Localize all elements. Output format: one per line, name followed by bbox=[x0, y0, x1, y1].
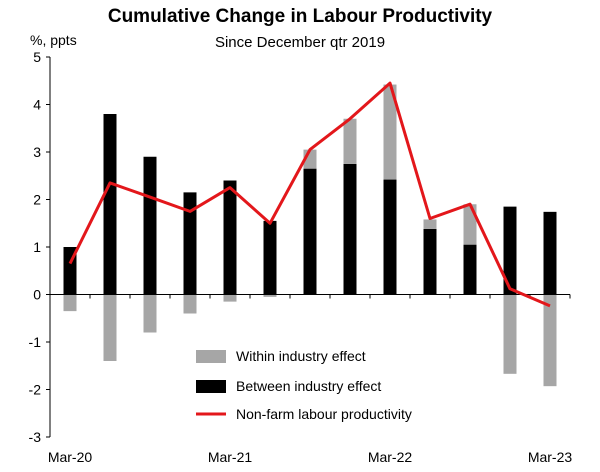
y-tick-label: 3 bbox=[33, 144, 41, 160]
within-industry-bar bbox=[103, 294, 117, 361]
legend-within-industry-swatch bbox=[196, 350, 226, 363]
chart-subtitle: Since December qtr 2019 bbox=[214, 34, 386, 51]
x-tick-label: Mar-20 bbox=[48, 449, 93, 465]
between-industry-bar bbox=[503, 206, 517, 295]
legend-non-farm-productivity-label: Non-farm labour productivity bbox=[236, 406, 412, 422]
between-industry-bar bbox=[223, 180, 237, 295]
y-axis-unit-label: %, ppts bbox=[30, 32, 77, 48]
y-tick-label: 2 bbox=[33, 192, 41, 208]
within-industry-bar bbox=[503, 294, 517, 374]
within-industry-bar bbox=[423, 219, 437, 229]
x-tick-label: Mar-23 bbox=[528, 449, 573, 465]
y-tick-label: 4 bbox=[33, 97, 41, 113]
between-industry-bar bbox=[103, 114, 117, 295]
within-industry-bar bbox=[383, 84, 397, 180]
between-industry-bar bbox=[183, 192, 197, 295]
between-industry-bar bbox=[343, 163, 357, 295]
between-industry-bar bbox=[303, 168, 317, 295]
y-tick-label: 0 bbox=[33, 287, 41, 303]
within-industry-bar bbox=[543, 294, 557, 387]
legend-between-industry-label: Between industry effect bbox=[236, 378, 381, 394]
y-tick-label: -3 bbox=[29, 429, 42, 445]
y-tick-label: -1 bbox=[29, 334, 42, 350]
within-industry-bar bbox=[63, 294, 77, 312]
between-industry-bar bbox=[263, 220, 277, 295]
between-industry-bar bbox=[463, 244, 477, 295]
within-industry-bar bbox=[463, 204, 477, 245]
within-industry-bar bbox=[263, 294, 277, 297]
y-tick-label: -2 bbox=[29, 382, 42, 398]
within-industry-bar bbox=[143, 294, 157, 333]
y-tick-label: 1 bbox=[33, 239, 41, 255]
between-industry-bar bbox=[543, 211, 557, 295]
y-tick-label: 5 bbox=[33, 49, 41, 65]
x-tick-label: Mar-21 bbox=[208, 449, 253, 465]
within-industry-bar bbox=[343, 118, 357, 164]
legend-between-industry-swatch bbox=[196, 380, 226, 393]
productivity-line bbox=[68, 81, 551, 308]
legend-within-industry-label: Within industry effect bbox=[236, 348, 366, 364]
between-industry-bar bbox=[423, 228, 437, 295]
between-industry-bar bbox=[383, 179, 397, 295]
chart-title: Cumulative Change in Labour Productivity bbox=[107, 6, 493, 27]
within-industry-bar bbox=[223, 294, 237, 302]
x-tick-label: Mar-22 bbox=[368, 449, 413, 465]
between-industry-bar bbox=[143, 156, 157, 295]
within-industry-bar bbox=[183, 294, 197, 314]
